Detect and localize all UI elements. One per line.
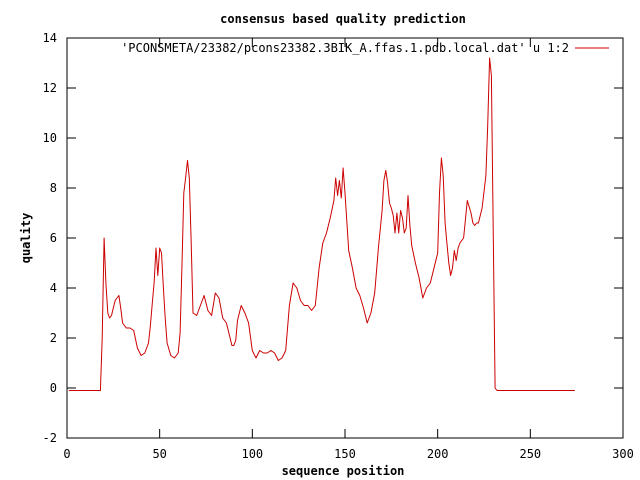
plot-frame: [66, 37, 624, 439]
y-tick-label: 2: [50, 331, 57, 345]
y-tick-label: 0: [50, 381, 57, 395]
x-tick-label: 50: [152, 447, 166, 461]
y-tick-label: -2: [43, 431, 57, 445]
x-tick-label: 150: [334, 447, 356, 461]
y-axis-title: quality: [19, 213, 33, 264]
y-tick-label: 8: [50, 181, 57, 195]
x-axis: 0 50 100 150 200 250 300: [63, 38, 634, 461]
x-tick-label: 250: [519, 447, 541, 461]
y-tick-label: 10: [43, 131, 57, 145]
x-tick-label: 100: [241, 447, 263, 461]
y-tick-label: 14: [43, 31, 57, 45]
chart-title: consensus based quality prediction: [220, 12, 466, 26]
y-tick-label: 4: [50, 281, 57, 295]
legend: 'PCONSMETA/23382/pcons23382.3BIK_A.ffas.…: [121, 41, 609, 55]
x-tick-label: 0: [63, 447, 70, 461]
x-tick-label: 300: [612, 447, 634, 461]
y-tick-label: 6: [50, 231, 57, 245]
y-tick-label: 12: [43, 81, 57, 95]
x-axis-title: sequence position: [282, 464, 405, 478]
series-line: [68, 57, 575, 391]
legend-label: 'PCONSMETA/23382/pcons23382.3BIK_A.ffas.…: [121, 41, 569, 55]
y-axis: -2 0 2 4 6 8 10 12 14: [43, 31, 623, 445]
x-tick-label: 200: [427, 447, 449, 461]
